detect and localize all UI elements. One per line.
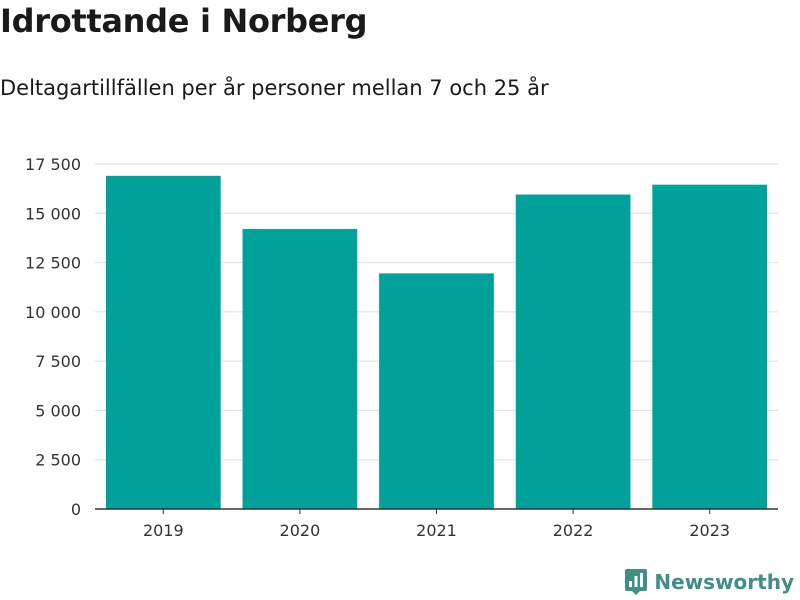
- newsworthy-logo-icon: [625, 569, 648, 595]
- bar-2019: [105, 175, 221, 510]
- brand-name: Newsworthy: [654, 570, 794, 594]
- brand-logo: Newsworthy: [624, 568, 794, 596]
- bar-2021: [379, 273, 494, 509]
- x-tick-label: 2022: [553, 521, 594, 540]
- y-tick-label: 12 500: [25, 254, 81, 273]
- x-tick-label: 2020: [280, 521, 321, 540]
- y-tick-label: 10 000: [25, 303, 81, 322]
- axes: [95, 508, 778, 514]
- bar-2020: [242, 229, 358, 510]
- chart-subtitle: Deltagartillfällen per år personer mella…: [0, 76, 549, 100]
- bar-2022: [515, 194, 631, 510]
- bar-2023: [652, 184, 768, 509]
- y-tick-label: 5 000: [35, 401, 81, 420]
- y-tick-label: 2 500: [35, 451, 81, 470]
- y-tick-label: 15 000: [25, 204, 81, 223]
- bars: [105, 175, 768, 510]
- x-tick-label: 2023: [689, 521, 730, 540]
- y-tick-label: 17 500: [25, 155, 81, 174]
- x-tick-label: 2021: [416, 521, 457, 540]
- tick-labels: 0 2 500 5 000 7 500 10 000 12 500 15 000 17 500…: [25, 155, 730, 540]
- x-tick-label: 2019: [143, 521, 184, 540]
- chart-title: Idrottande i Norberg: [0, 2, 368, 40]
- y-tick-label: 7 500: [35, 352, 81, 371]
- y-tick-label: 0: [71, 500, 81, 519]
